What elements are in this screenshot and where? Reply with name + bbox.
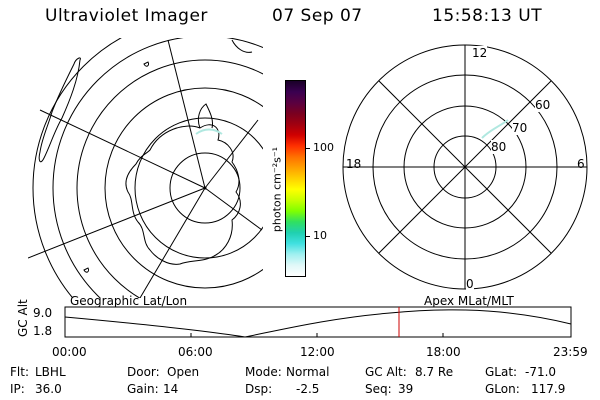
- map-meridian: [28, 187, 206, 259]
- colorbar-tick: [306, 236, 310, 237]
- status-glat-value: -71.0: [525, 365, 557, 379]
- color-bar: [285, 80, 306, 277]
- altitude-curve: [64, 309, 572, 338]
- status-ip-key: IP:: [10, 382, 25, 396]
- mlt-label-12: 12: [472, 46, 488, 60]
- timeline-xtick-2359: 23:59: [553, 345, 588, 359]
- map-meridian: [204, 187, 263, 231]
- status-door-key: Door:: [127, 365, 160, 379]
- mlt-label-6: 6: [577, 157, 585, 171]
- island: [143, 61, 149, 67]
- map-lat-circle: [52, 38, 263, 298]
- mlt-label-0: 0: [466, 277, 474, 291]
- map-aurora-trace: [195, 128, 223, 135]
- status-dsp-key: Dsp:: [245, 382, 273, 396]
- australia-coast: [231, 39, 253, 53]
- status-gain-key: Gain:: [127, 382, 159, 396]
- timeline-xtick-1200: 12:00: [300, 345, 335, 359]
- map-meridian: [204, 119, 259, 189]
- time-label: 15:58:13 UT: [432, 6, 543, 26]
- timeline-ytick-top: 9.0: [33, 306, 53, 320]
- island: [83, 267, 89, 273]
- status-seq-key: Seq:: [365, 382, 392, 396]
- status-flt-key: Flt:: [10, 365, 29, 379]
- colorbar-tick-10: 10: [313, 229, 327, 242]
- instrument-title: Ultraviolet Imager: [45, 6, 208, 26]
- status-gcalt-value: 8.7 Re: [415, 365, 454, 379]
- lat-label-60: 60: [535, 98, 551, 112]
- colorbar-tick: [306, 148, 310, 149]
- south-america-coast: [38, 57, 81, 163]
- map-lat-circle: [134, 117, 263, 259]
- map-subpoint-marker: [203, 186, 207, 190]
- map-lat-circle: [32, 38, 122, 298]
- status-mode-key: Mode:: [245, 365, 282, 379]
- mlt-label-18: 18: [346, 157, 362, 171]
- map-meridian: [139, 187, 206, 298]
- timeline-xtick-0600: 06:00: [178, 345, 213, 359]
- status-dsp-value: -2.5: [296, 382, 320, 396]
- map-lat-circle: [104, 87, 263, 289]
- status-seq-value: 39: [398, 382, 414, 396]
- date-label: 07 Sep 07: [272, 6, 363, 26]
- status-glon-key: GLon:: [485, 382, 520, 396]
- timeline-left-label: Geographic Lat/Lon: [70, 294, 188, 308]
- antarctica-coast: [125, 124, 241, 265]
- status-glat-key: GLat:: [485, 365, 518, 379]
- antarctic-peninsula: [197, 103, 213, 129]
- map-lat-circle: [76, 59, 263, 298]
- status-ip-value: 36.0: [35, 382, 62, 396]
- timeline-xtick-0000: 00:00: [52, 345, 87, 359]
- status-gain-value: 14: [163, 382, 179, 396]
- status-glon-value: 117.9: [531, 382, 566, 396]
- map-lat-circle: [169, 152, 241, 224]
- status-gcalt-key: GC Alt:: [365, 365, 407, 379]
- status-flt-value: LBHL: [35, 365, 66, 379]
- lat-label-80: 80: [491, 140, 507, 154]
- status-mode-value: Normal: [286, 365, 330, 379]
- map-meridian: [39, 109, 206, 189]
- timeline-right-label: Apex MLat/MLT: [424, 294, 514, 308]
- lat-label-70: 70: [512, 121, 528, 135]
- colorbar-tick-100: 100: [313, 141, 334, 154]
- timeline-ytick-bottom: 1.8: [33, 324, 53, 338]
- timeline-frame: [64, 306, 572, 338]
- status-door-value: Open: [167, 365, 200, 379]
- polar-diagonal: [378, 80, 552, 254]
- timeline-xtick-1800: 18:00: [426, 345, 461, 359]
- map-meridian: [167, 39, 206, 189]
- polar-aurora-trace: [481, 119, 509, 139]
